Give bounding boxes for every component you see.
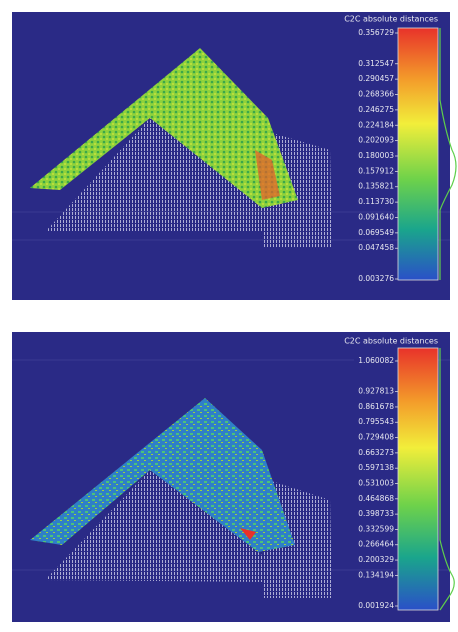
scale-label: 0.224184 [358, 120, 394, 129]
scale-label: 0.356729 [358, 28, 394, 37]
scale-label: 0.134194 [358, 570, 394, 579]
scale-label: 0.268366 [358, 89, 394, 98]
scale-label: 0.246275 [358, 105, 394, 114]
scale-label: 0.135821 [358, 182, 394, 191]
scale-label: 0.861678 [358, 402, 394, 411]
scale-label: 0.729408 [358, 433, 394, 442]
scale-label: 0.312547 [358, 59, 394, 68]
scale-label: 0.663273 [358, 448, 394, 457]
scale-title: C2C absolute distances [344, 337, 438, 346]
scale-label: 0.597138 [358, 463, 394, 472]
page: {"panels": [ {"scale": {"title": "C2C ab… [0, 0, 458, 632]
scale-title: C2C absolute distances [344, 15, 438, 24]
scale-label: 0.795543 [358, 417, 394, 426]
scale-label: 0.003276 [358, 274, 394, 283]
scale-label: 0.157912 [358, 166, 394, 175]
scale-label: 0.047458 [358, 243, 394, 252]
screenshot: C2C absolute distances C2C absolute dist… [0, 0, 458, 632]
color-scale-bar [398, 28, 438, 280]
scale-label: 0.113730 [358, 197, 394, 206]
color-scale-bar [398, 348, 438, 610]
scale-label: 0.332599 [358, 524, 394, 533]
scale-label: 0.464868 [358, 494, 394, 503]
scale-label: 0.290457 [358, 74, 394, 83]
scale-label: 0.001924 [358, 601, 394, 610]
scale-label: 0.531003 [358, 479, 394, 488]
scale-label: 0.266464 [358, 540, 394, 549]
scale-label: 0.180003 [358, 151, 394, 160]
scale-label: 0.202093 [358, 136, 394, 145]
scale-label: 0.091640 [358, 212, 394, 221]
scale-label: 0.927813 [358, 387, 394, 396]
scale-label: 0.069549 [358, 228, 394, 237]
scale-label: 0.200329 [358, 555, 394, 564]
scale-label: 0.398733 [358, 509, 394, 518]
scale-label: 1.060082 [358, 356, 394, 365]
